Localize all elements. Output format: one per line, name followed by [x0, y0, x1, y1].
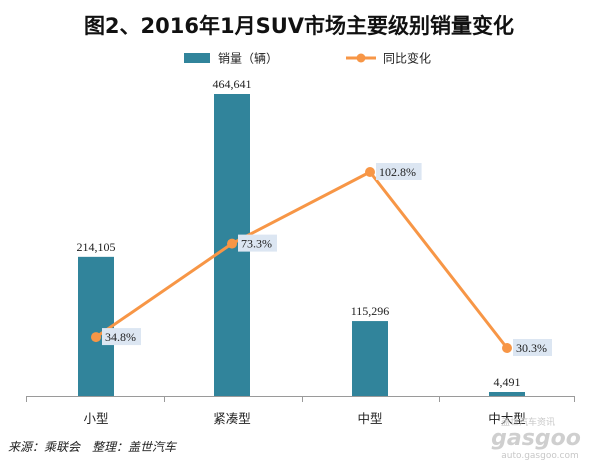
- line-point: [227, 238, 237, 249]
- legend-bar-label: 销量（辆）: [218, 52, 278, 66]
- watermark-brand: gasgoo: [491, 426, 581, 451]
- x-axis-label: 小型: [83, 411, 108, 426]
- bar-value-labels: 214,105 464,641 115,296 4,491: [77, 77, 521, 389]
- chart-title: 图2、2016年1月SUV市场主要级别销量变化: [84, 14, 514, 38]
- watermark: 盖世汽车资讯 gasgoo auto.gasgoo.com: [491, 416, 581, 461]
- line-label-background: [238, 234, 277, 252]
- legend-bar-swatch: [184, 53, 210, 63]
- line-label-background: [376, 163, 422, 180]
- line-value-label: 102.8%: [379, 165, 416, 179]
- x-axis-label: 紧凑型: [213, 411, 251, 426]
- line-series: [95, 170, 509, 349]
- bar: [352, 321, 388, 396]
- line-value-label: 30.3%: [516, 341, 547, 355]
- bar-value-label: 115,296: [351, 304, 390, 318]
- x-axis-ticks: [26, 396, 575, 402]
- x-axis-label: 中型: [357, 411, 382, 426]
- x-axis-label: 中大型: [488, 411, 526, 426]
- bar-value-label: 4,491: [494, 375, 521, 389]
- bar-value-label: 214,105: [77, 240, 116, 254]
- line-value-label: 73.3%: [241, 237, 272, 251]
- legend-line-label: 同比变化: [383, 51, 431, 66]
- line-points: [91, 167, 512, 353]
- line-point: [365, 167, 375, 177]
- watermark-url: auto.gasgoo.com: [501, 451, 579, 461]
- line-value-labels: 34.8% 73.3% 102.8% 30.3%: [102, 163, 552, 356]
- bar-series: [78, 94, 525, 396]
- line-point: [91, 332, 101, 343]
- line-label-background: [513, 339, 552, 356]
- legend: 销量（辆） 同比变化: [184, 51, 431, 66]
- source-note: 来源：乘联会 整理：盖世汽车: [8, 440, 178, 454]
- watermark-tagline: 盖世汽车资讯: [501, 416, 555, 428]
- line-point: [502, 343, 512, 353]
- legend-line-marker: [356, 53, 366, 63]
- line-value-label: 34.8%: [105, 330, 136, 344]
- x-axis-labels: 小型 紧凑型 中型 中大型: [83, 411, 525, 426]
- bar-value-label: 464,641: [213, 77, 252, 91]
- line-label-background: [102, 328, 141, 346]
- bar: [489, 392, 525, 396]
- bar: [78, 256, 114, 396]
